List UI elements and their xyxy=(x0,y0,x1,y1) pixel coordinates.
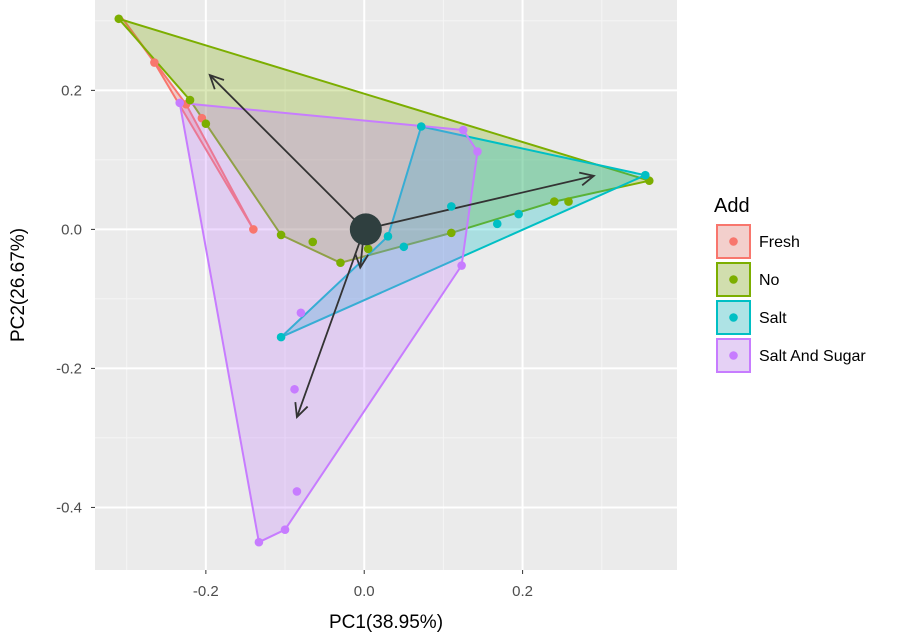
y-tick-label: -0.2 xyxy=(56,360,82,377)
data-point-no xyxy=(564,197,573,206)
group-hulls xyxy=(117,17,651,544)
data-point-no xyxy=(336,258,345,268)
data-point-salt-and-sugar xyxy=(473,147,482,156)
data-point-salt xyxy=(447,202,456,211)
data-point-salt-and-sugar xyxy=(458,125,468,135)
data-point-salt xyxy=(514,209,523,219)
legend-key-point xyxy=(729,275,738,284)
loading-arrow-head xyxy=(208,73,225,90)
data-point-salt-and-sugar xyxy=(280,525,290,534)
data-point-salt xyxy=(492,219,502,229)
legend-label: Salt xyxy=(759,310,787,327)
data-points xyxy=(114,14,654,547)
legend-key-swatch xyxy=(716,262,751,297)
y-tick-label: 0.0 xyxy=(61,221,82,238)
x-tick-label: 0.2 xyxy=(512,583,533,600)
y-axis-ticks: 0.2 0.0 -0.2 -0.4 xyxy=(56,82,95,516)
data-point-no xyxy=(363,244,373,254)
data-point-no xyxy=(185,95,195,105)
y-axis-title: PC2(26.67%) xyxy=(8,228,29,342)
legend: Add Fresh No Salt Salt And Sugar xyxy=(714,195,866,373)
data-point-no xyxy=(549,197,559,206)
legend-label: Fresh xyxy=(759,234,800,251)
y-tick-label: 0.2 xyxy=(61,82,82,99)
plot-panel xyxy=(95,0,677,570)
data-point-salt xyxy=(399,242,409,252)
data-point-fresh xyxy=(249,225,258,234)
legend-label: Salt And Sugar xyxy=(759,348,866,365)
center-point xyxy=(349,213,382,246)
loading-arrow-head xyxy=(579,171,596,186)
data-point-no xyxy=(276,230,286,240)
data-point-fresh xyxy=(150,58,159,67)
data-point-salt-and-sugar xyxy=(290,384,299,394)
data-point-salt-and-sugar xyxy=(254,537,264,547)
loading-arrow-shaft xyxy=(364,174,595,231)
data-point-no xyxy=(114,14,124,24)
legend-key-point xyxy=(729,351,738,360)
legend-key-point xyxy=(729,313,738,322)
data-point-salt-and-sugar xyxy=(292,487,302,496)
loading-arrow-shaft xyxy=(209,74,365,231)
data-point-no xyxy=(201,119,211,129)
x-axis-title: PC1(38.95%) xyxy=(329,612,443,633)
data-point-no xyxy=(447,228,456,238)
data-point-salt xyxy=(383,232,393,241)
legend-title: Add xyxy=(714,195,750,217)
data-point-salt xyxy=(276,332,286,342)
center-marker xyxy=(349,213,382,246)
x-tick-label: 0.0 xyxy=(354,583,375,600)
legend-key-point xyxy=(729,237,738,246)
x-axis-ticks: -0.2 0.0 0.2 xyxy=(193,570,533,600)
legend-label: No xyxy=(759,272,780,289)
x-tick-label: -0.2 xyxy=(193,583,219,600)
data-point-salt xyxy=(416,122,426,131)
loading-arrow-shaft xyxy=(296,229,366,418)
data-point-salt-and-sugar xyxy=(296,308,306,318)
grid-major-lines xyxy=(95,0,677,570)
data-point-salt-and-sugar xyxy=(457,261,466,270)
loading-arrows xyxy=(208,73,596,420)
loading-arrow-head xyxy=(294,402,309,420)
data-point-salt-and-sugar xyxy=(175,98,185,108)
y-tick-label: -0.4 xyxy=(56,499,82,516)
loading-arrow-head xyxy=(354,253,369,270)
data-point-no xyxy=(308,237,318,247)
data-point-salt xyxy=(641,170,650,180)
